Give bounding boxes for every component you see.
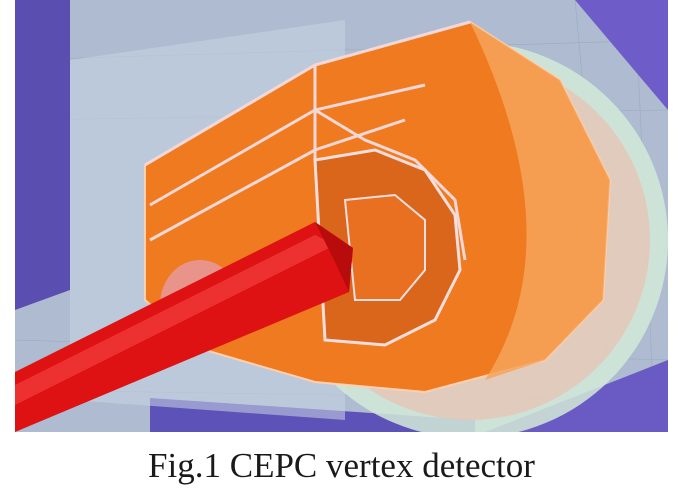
- caption: Fig.1 CEPC vertex detector: [0, 446, 683, 486]
- figure: Fig.1 CEPC vertex detector: [0, 0, 683, 503]
- detector-render: [15, 0, 668, 432]
- left-block: [15, 0, 70, 310]
- inner-layer: [345, 195, 425, 300]
